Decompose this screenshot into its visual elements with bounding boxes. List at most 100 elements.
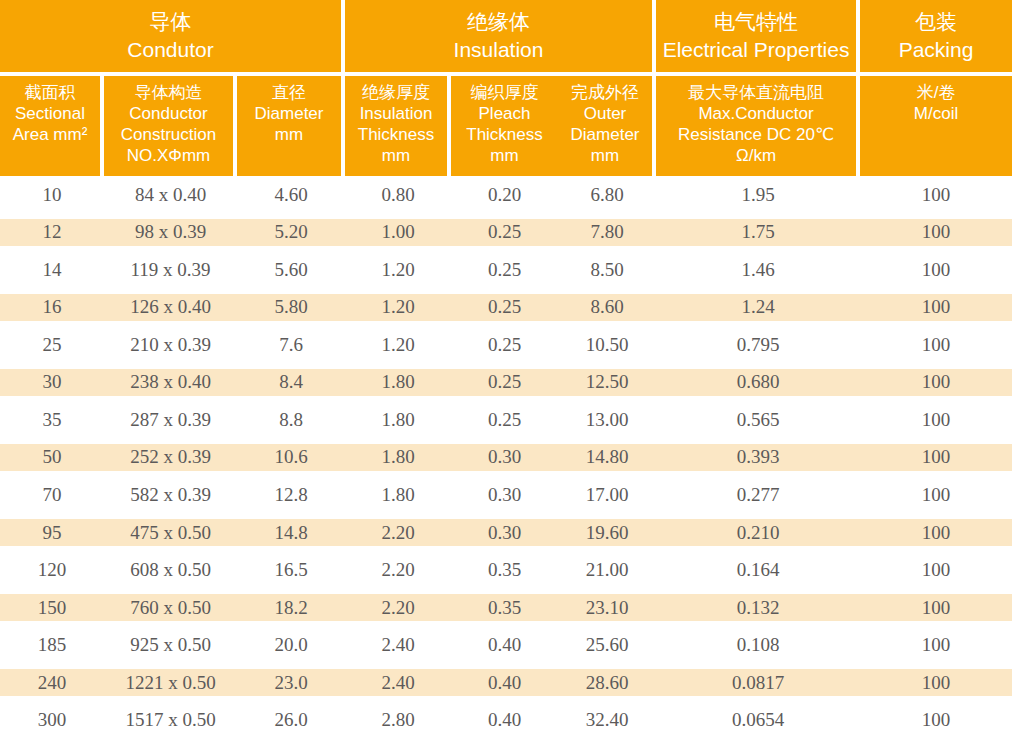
table-row: 120608 x 0.5016.52.200.3521.000.164100 (0, 551, 1012, 589)
cell: 19.60 (558, 514, 656, 552)
cell: 5.20 (237, 214, 345, 252)
cell: 475 x 0.50 (104, 514, 237, 552)
cell: 100 (860, 326, 1012, 364)
cell: 925 x 0.50 (104, 626, 237, 664)
col-header-diameter: 直径 Diameter mm (237, 76, 345, 176)
cell: 150 (0, 589, 104, 627)
cell: 10.6 (237, 439, 345, 477)
cell: 100 (860, 589, 1012, 627)
cell: 0.25 (451, 364, 558, 402)
cell: 12.50 (558, 364, 656, 402)
cell: 1.20 (345, 289, 451, 327)
cell: 26.0 (237, 701, 345, 739)
cell: 8.4 (237, 364, 345, 402)
cell: 2.40 (345, 626, 451, 664)
cell: 100 (860, 176, 1012, 214)
cell: 0.277 (656, 476, 860, 514)
cell: 0.40 (451, 701, 558, 739)
table-row: 2401221 x 0.5023.02.400.4028.600.0817100 (0, 664, 1012, 702)
cell: 7.80 (558, 214, 656, 252)
cell: 0.20 (451, 176, 558, 214)
cell: 8.60 (558, 289, 656, 327)
cell: 0.30 (451, 514, 558, 552)
cell: 1.46 (656, 251, 860, 289)
col-header-insulation-thickness: 绝缘厚度 Insulation Thickness mm (345, 76, 451, 176)
cell: 608 x 0.50 (104, 551, 237, 589)
cell: 0.25 (451, 326, 558, 364)
cell: 23.0 (237, 664, 345, 702)
cell: 5.60 (237, 251, 345, 289)
cell: 119 x 0.39 (104, 251, 237, 289)
cell: 582 x 0.39 (104, 476, 237, 514)
cell: 8.50 (558, 251, 656, 289)
cell: 1.24 (656, 289, 860, 327)
table-row: 150760 x 0.5018.22.200.3523.100.132100 (0, 589, 1012, 627)
cell: 1517 x 0.50 (104, 701, 237, 739)
cell: 2.20 (345, 589, 451, 627)
cell: 14 (0, 251, 104, 289)
cell: 10 (0, 176, 104, 214)
cell: 14.80 (558, 439, 656, 477)
table-row: 16126 x 0.405.801.200.258.601.24100 (0, 289, 1012, 327)
cell: 0.0654 (656, 701, 860, 739)
cell: 252 x 0.39 (104, 439, 237, 477)
cell: 20.0 (237, 626, 345, 664)
cell: 50 (0, 439, 104, 477)
cell: 100 (860, 439, 1012, 477)
cell: 23.10 (558, 589, 656, 627)
col-header-max-resistance: 最大导体直流电阻 Max.Conductor Resistance DC 20℃… (656, 76, 860, 176)
cell: 1.00 (345, 214, 451, 252)
col-header-sectional-area: 截面积 Sectional Area mm² (0, 76, 104, 176)
table-row: 25210 x 0.397.61.200.2510.500.795100 (0, 326, 1012, 364)
cell: 0.40 (451, 664, 558, 702)
cell: 0.0817 (656, 664, 860, 702)
col-header-outer-diameter: 完成外径 Outer Diameter mm (558, 76, 656, 176)
cell: 0.30 (451, 439, 558, 477)
cell: 18.2 (237, 589, 345, 627)
table-row: 1298 x 0.395.201.000.257.801.75100 (0, 214, 1012, 252)
cell: 12 (0, 214, 104, 252)
cell: 1.80 (345, 364, 451, 402)
cell: 0.108 (656, 626, 860, 664)
cell: 70 (0, 476, 104, 514)
cell: 2.40 (345, 664, 451, 702)
group-header-packing: 包装 Packing (860, 0, 1012, 76)
cell: 0.132 (656, 589, 860, 627)
cell: 1221 x 0.50 (104, 664, 237, 702)
cell: 0.393 (656, 439, 860, 477)
cell: 84 x 0.40 (104, 176, 237, 214)
cell: 25 (0, 326, 104, 364)
cell: 0.680 (656, 364, 860, 402)
cell: 32.40 (558, 701, 656, 739)
cell: 0.25 (451, 214, 558, 252)
cell: 0.35 (451, 551, 558, 589)
col-header-m-per-coil: 米/卷 M/coil (860, 76, 1012, 176)
cell: 2.80 (345, 701, 451, 739)
cell: 100 (860, 214, 1012, 252)
cell: 100 (860, 664, 1012, 702)
cell: 0.25 (451, 401, 558, 439)
table-row: 3001517 x 0.5026.02.800.4032.400.0654100 (0, 701, 1012, 739)
cell: 28.60 (558, 664, 656, 702)
cell: 98 x 0.39 (104, 214, 237, 252)
cell: 100 (860, 701, 1012, 739)
cell: 1.20 (345, 251, 451, 289)
group-header-row: 导体 Condutor 绝缘体 Insulation 电气特性 Electric… (0, 0, 1012, 76)
cell: 13.00 (558, 401, 656, 439)
cell: 0.25 (451, 251, 558, 289)
cell: 0.210 (656, 514, 860, 552)
cell: 0.30 (451, 476, 558, 514)
cell: 0.565 (656, 401, 860, 439)
group-header-electrical-properties: 电气特性 Electrical Properties (656, 0, 860, 76)
cell: 100 (860, 251, 1012, 289)
cell: 0.25 (451, 289, 558, 327)
cell: 1.75 (656, 214, 860, 252)
cell: 760 x 0.50 (104, 589, 237, 627)
cell: 10.50 (558, 326, 656, 364)
cell: 100 (860, 289, 1012, 327)
cell: 100 (860, 401, 1012, 439)
cell: 238 x 0.40 (104, 364, 237, 402)
table-row: 1084 x 0.404.600.800.206.801.95100 (0, 176, 1012, 214)
cell: 1.20 (345, 326, 451, 364)
cell: 1.95 (656, 176, 860, 214)
